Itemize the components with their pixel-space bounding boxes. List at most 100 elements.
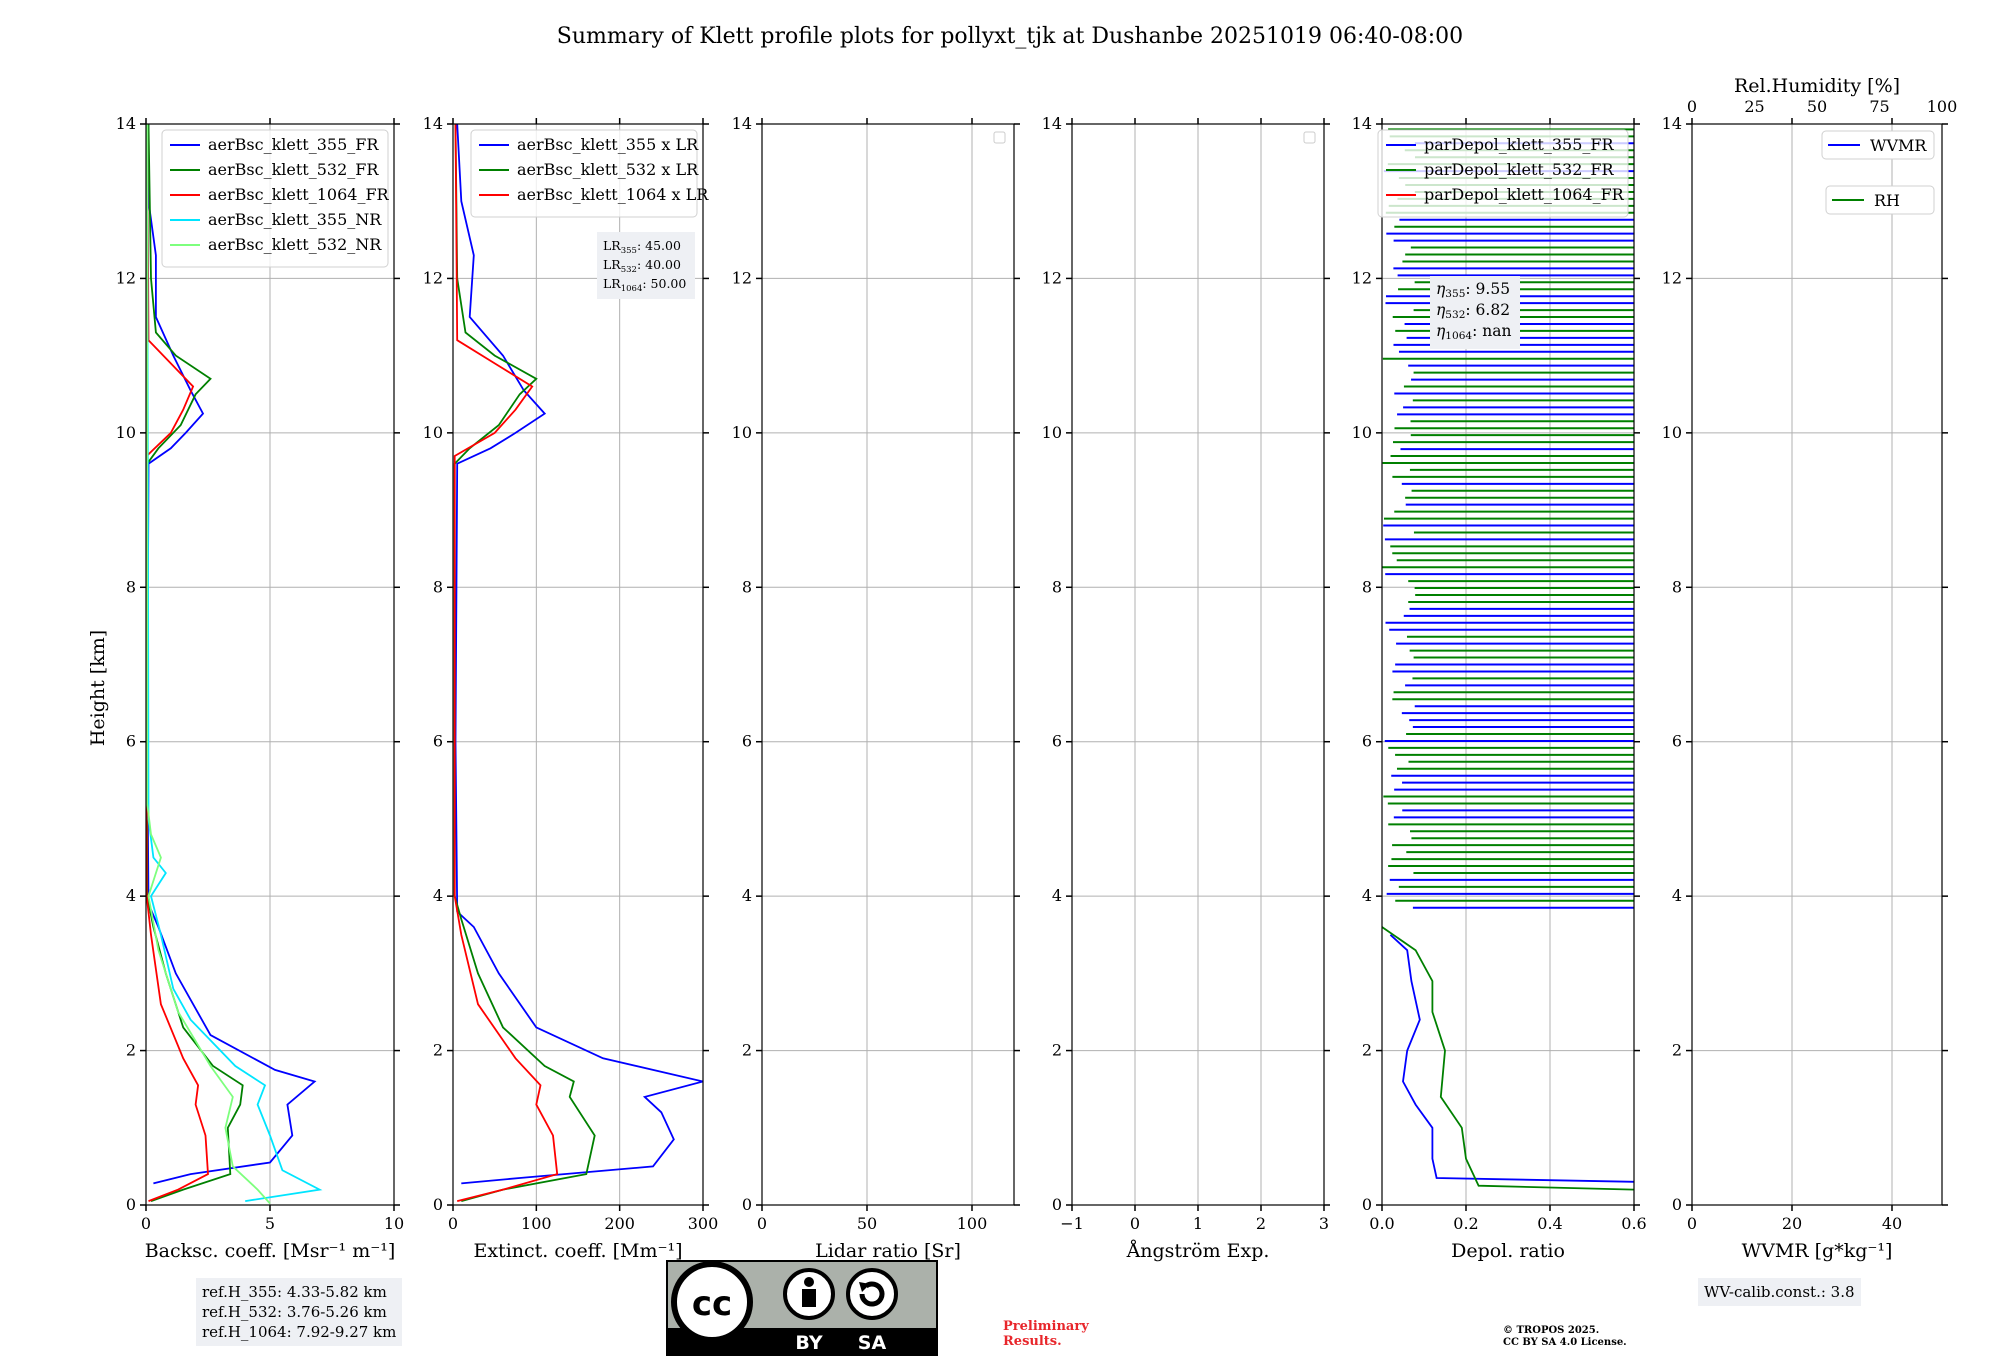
x-tick-label: 20 xyxy=(1782,1214,1802,1233)
reference-height-box: ref.H_355: 4.33-5.82 km ref.H_532: 3.76-… xyxy=(196,1278,403,1346)
y-tick-label: 4 xyxy=(126,886,136,905)
panel-6: 0 2 4 6 8 10 12 14 0 20 40 WVMR [g*kg⁻¹] 0 25 50 75 100 R… xyxy=(1662,75,1958,1262)
legend-entry: aerBsc_klett_1064 x LR xyxy=(517,185,709,204)
figure-title: Summary of Klett profile plots for polly… xyxy=(557,24,1463,49)
y-tick-label: 14 xyxy=(423,114,443,133)
y-tick-label: 8 xyxy=(742,577,752,596)
preliminary-line-2: Results. xyxy=(1003,1334,1062,1349)
wv-calibration-box: WV-calib.const.: 3.8 xyxy=(1698,1278,1861,1306)
ref-height-355: ref.H_355: 4.33-5.82 km xyxy=(202,1283,387,1301)
annotation-line: η355: 9.55 xyxy=(1436,280,1510,300)
legend-entry: aerBsc_klett_1064_FR xyxy=(208,185,390,204)
empty-legend-box xyxy=(1303,131,1316,144)
x-tick-label: 200 xyxy=(604,1214,635,1233)
legend-entry: RH xyxy=(1874,191,1900,210)
x-tick-label: 0 xyxy=(1130,1214,1140,1233)
panel-2: 0 2 4 6 8 10 12 14 0 100 200 300 Extinct. coeff. [Mm… xyxy=(423,114,719,1262)
y-tick-label: 0 xyxy=(1362,1195,1372,1214)
plot-frame xyxy=(1691,123,1943,1206)
ref-height-532: ref.H_532: 3.76-5.26 km xyxy=(202,1303,387,1321)
cc-by-sa-badge: cc BY SA xyxy=(666,1260,938,1356)
legend-entry: parDepol_klett_1064_FR xyxy=(1424,185,1625,204)
y-tick-label: 12 xyxy=(732,268,752,287)
x-tick-label: 0.6 xyxy=(1621,1214,1646,1233)
x-axis-label: Lidar ratio [Sr] xyxy=(815,1240,961,1262)
x-tick-label: 1 xyxy=(1193,1214,1203,1233)
y-axis-label: Height [km] xyxy=(87,630,109,746)
series-line-aerBsc_klett_355_NR xyxy=(146,124,323,1202)
y-tick-label: 8 xyxy=(126,577,136,596)
copyright-line-2: CC BY SA 4.0 License. xyxy=(1503,1337,1627,1348)
series-group xyxy=(453,124,703,1202)
svg-text:cc: cc xyxy=(692,1284,732,1324)
x-axis-label: Depol. ratio xyxy=(1451,1240,1565,1262)
top-tick-label: 0 xyxy=(1687,97,1697,116)
top-tick-label: 25 xyxy=(1744,97,1764,116)
y-tick-label: 10 xyxy=(116,423,136,442)
plot-frame xyxy=(761,123,1015,1206)
y-tick-label: 0 xyxy=(126,1195,136,1214)
y-tick-label: 14 xyxy=(1352,114,1372,133)
legend-entry: parDepol_klett_355_FR xyxy=(1424,135,1615,154)
y-tick-label: 10 xyxy=(1352,423,1372,442)
y-tick-label: 4 xyxy=(1672,886,1682,905)
y-tick-label: 6 xyxy=(742,732,752,751)
copyright-line-1: © TROPOS 2025. xyxy=(1503,1325,1600,1336)
top-tick-label: 50 xyxy=(1807,97,1827,116)
y-tick-label: 10 xyxy=(732,423,752,442)
x-tick-label: 0.4 xyxy=(1537,1214,1562,1233)
y-tick-label: 2 xyxy=(1362,1041,1372,1060)
copyright-note: © TROPOS 2025. CC BY SA 4.0 License. xyxy=(1503,1325,1627,1349)
annotation-line: η1064: nan xyxy=(1436,322,1511,342)
y-tick-label: 6 xyxy=(1362,732,1372,751)
top-tick-label: 75 xyxy=(1869,97,1889,116)
legend-box xyxy=(1821,130,1935,160)
y-tick-label: 14 xyxy=(732,114,752,133)
top-tick-label: 100 xyxy=(1927,97,1958,116)
ref-height-1064: ref.H_1064: 7.92-9.27 km xyxy=(202,1323,397,1341)
legend-entry: aerBsc_klett_355_NR xyxy=(208,210,382,229)
y-tick-label: 2 xyxy=(1672,1041,1682,1060)
panel-5: 0 2 4 6 8 10 12 14 0.0 0.2 0.4 0.6 Depol. ratio parDe… xyxy=(1352,114,1647,1262)
y-tick-label: 14 xyxy=(1662,114,1682,133)
x-tick-label: 3 xyxy=(1319,1214,1329,1233)
series-line-parDepol_klett_532_FR xyxy=(1382,926,1634,1191)
annotation-line: LR532: 40.00 xyxy=(603,257,681,275)
legend-box xyxy=(1825,185,1935,215)
y-tick-label: 14 xyxy=(116,114,136,133)
legend-entry: aerBsc_klett_532_FR xyxy=(208,160,379,179)
y-tick-label: 8 xyxy=(1362,577,1372,596)
y-tick-label: 10 xyxy=(423,423,443,442)
panel-3: 0 2 4 6 8 10 12 14 0 50 100 Lidar ratio [Sr] xyxy=(732,114,1020,1262)
x-tick-label: 5 xyxy=(265,1214,275,1233)
x-tick-label: 0 xyxy=(448,1214,458,1233)
y-tick-label: 2 xyxy=(126,1041,136,1060)
x-tick-label: 2 xyxy=(1256,1214,1266,1233)
x-tick-label: 100 xyxy=(957,1214,988,1233)
legend-entry: aerBsc_klett_355 x LR xyxy=(517,135,699,154)
x-axis-label: WVMR [g*kg⁻¹] xyxy=(1742,1240,1893,1262)
x-tick-label: 0 xyxy=(757,1214,767,1233)
y-tick-label: 8 xyxy=(1672,577,1682,596)
x-axis-label: Ångström Exp. xyxy=(1126,1240,1270,1262)
y-tick-label: 10 xyxy=(1662,423,1682,442)
annotation-line: LR355: 45.00 xyxy=(603,238,681,256)
series-line-aerBsc_klett_355_FR xyxy=(146,124,317,1185)
legend-entry: WVMR xyxy=(1870,136,1927,155)
y-tick-label: 4 xyxy=(1052,886,1062,905)
y-tick-label: 12 xyxy=(423,268,443,287)
y-tick-label: 2 xyxy=(1052,1041,1062,1060)
legend-box xyxy=(470,129,698,218)
y-tick-label: 2 xyxy=(742,1041,752,1060)
y-tick-label: 0 xyxy=(742,1195,752,1214)
x-tick-label: 40 xyxy=(1882,1214,1902,1233)
legend-box xyxy=(1377,129,1629,218)
x-tick-label: 0.2 xyxy=(1453,1214,1478,1233)
y-tick-label: 14 xyxy=(1042,114,1062,133)
series-line-aerBsc_klett_1064 x LR xyxy=(453,124,559,1202)
legend-box xyxy=(161,129,389,268)
x-tick-label: 0.0 xyxy=(1369,1214,1394,1233)
y-tick-label: 12 xyxy=(1662,268,1682,287)
y-tick-label: 12 xyxy=(1042,268,1062,287)
